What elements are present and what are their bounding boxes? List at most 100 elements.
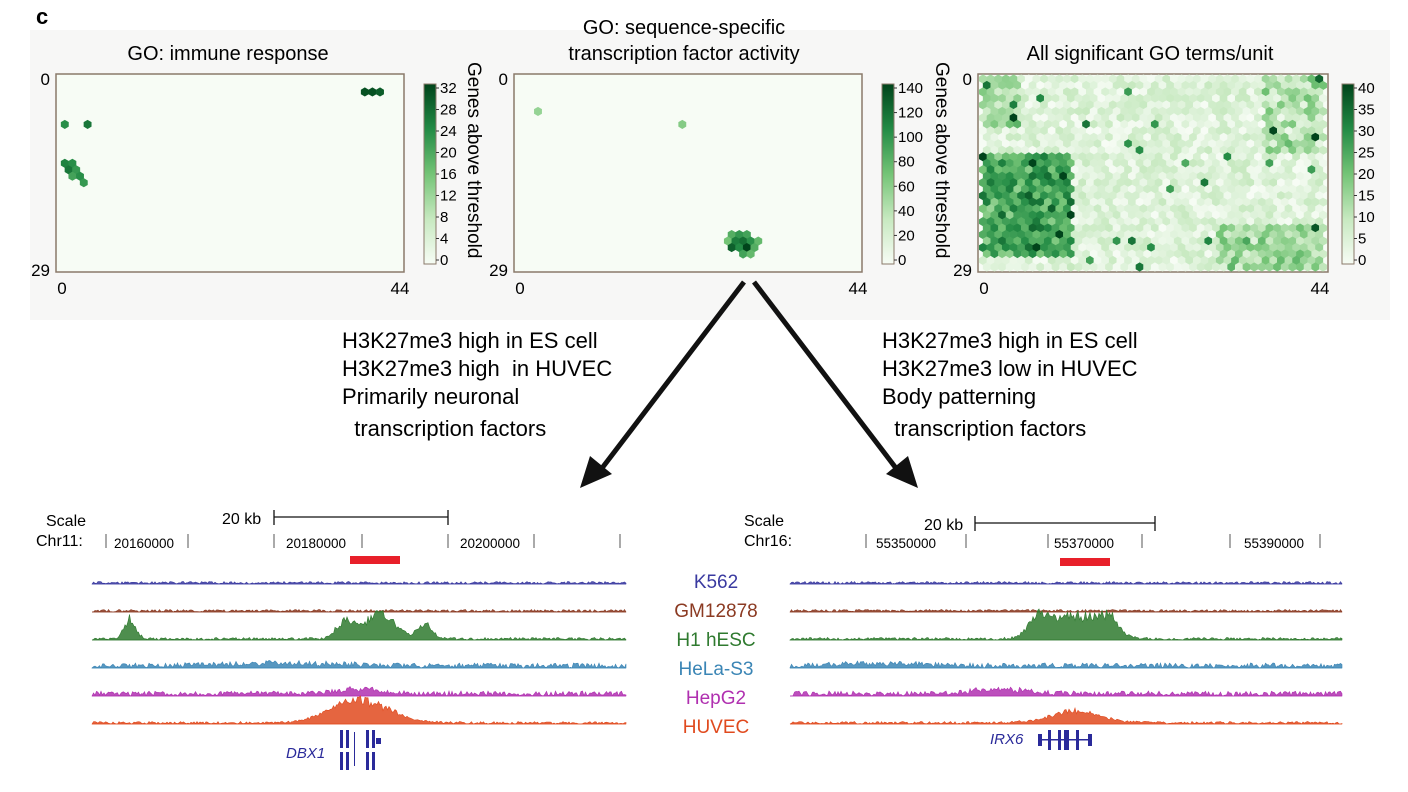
- heatmap-cell: [1139, 165, 1148, 175]
- heatmap-cell: [998, 80, 1007, 91]
- heatmap-cell: [1273, 106, 1282, 116]
- heatmap-cell: [1001, 178, 1010, 188]
- heatmap-cell: [1277, 178, 1285, 188]
- heatmap-cell: [1150, 158, 1159, 168]
- heatmap-cell: [994, 191, 1003, 201]
- heatmap-cell: [990, 184, 999, 194]
- heatmap-cell: [1215, 139, 1224, 149]
- heatmap-cell: [1055, 113, 1064, 123]
- heatmap-cell: [1024, 178, 1033, 188]
- heatmap-cell: [1162, 113, 1171, 123]
- heatmap-cell: [1177, 87, 1186, 97]
- heatmap-cell: [1254, 113, 1263, 123]
- heatmap-cell: [1036, 171, 1045, 181]
- heatmap-cell: [1154, 152, 1163, 162]
- heatmap-cell: [1158, 158, 1167, 168]
- heatmap-cell: [1238, 242, 1247, 253]
- heatmap-cell: [1028, 236, 1037, 246]
- heatmap-cell: [1063, 204, 1072, 214]
- heatmap-cell: [1173, 262, 1182, 272]
- heatmap-cell: [979, 87, 987, 97]
- heatmap-cell: [1192, 74, 1201, 84]
- heatmap-cell: [1097, 106, 1106, 116]
- heatmap-cell: [1273, 236, 1282, 246]
- colorbar-tick-label: 30: [1358, 123, 1375, 140]
- heatmap-cell: [986, 242, 995, 253]
- heatmap-cell: [1063, 217, 1072, 227]
- colorbar-tick-label: 15: [1358, 188, 1375, 205]
- heatmap-cell: [1135, 197, 1144, 207]
- heatmap-cell: [1139, 152, 1148, 162]
- right-arrow-head: [886, 456, 918, 488]
- colorbar-tick-label: 40: [898, 203, 915, 220]
- heatmap-cell: [1189, 106, 1198, 116]
- heatmap-cell: [1120, 184, 1129, 194]
- heatmap-cell: [1101, 230, 1110, 240]
- heatmap-cell: [1303, 236, 1312, 246]
- heatmap-cell: [1246, 217, 1255, 227]
- heatmap-cell: [1181, 262, 1190, 272]
- heatmap-cell: [1315, 139, 1324, 149]
- heatmap-cell: [1315, 152, 1324, 162]
- heatmap-cell: [1261, 217, 1270, 227]
- heatmap-cell: [1208, 139, 1217, 149]
- heatmap-cell: [1269, 100, 1278, 110]
- heatmap-cell: [1254, 191, 1263, 201]
- heatmap-cell: [1196, 210, 1205, 220]
- heatmap-cell: [1246, 204, 1255, 214]
- heatmap-cell: [1311, 106, 1320, 116]
- heatmap-cell: [1047, 230, 1056, 240]
- heatmap-cell: [1196, 223, 1205, 233]
- heatmap-plot-area: [513, 73, 863, 273]
- colorbar-tick-label: 40: [1358, 80, 1375, 97]
- heatmap-cell: [1135, 210, 1144, 220]
- heatmap-cell: [1074, 262, 1083, 272]
- heatmap-cell: [1185, 217, 1194, 227]
- heatmap-cell: [1078, 191, 1087, 201]
- heatmap-cell: [1303, 119, 1312, 129]
- heatmap-cell: [1173, 184, 1182, 194]
- heatmap-cell: [979, 126, 987, 136]
- heatmap-cell: [1021, 119, 1029, 129]
- heatmap-cell: [1005, 171, 1014, 181]
- heatmap-cell: [1246, 152, 1255, 162]
- heatmap-cell: [1231, 178, 1240, 188]
- heatmap-cell: [982, 249, 991, 259]
- position-label: 20200000: [460, 536, 520, 551]
- heatmap-cell: [1170, 126, 1178, 136]
- heatmap-cell: [1086, 113, 1094, 123]
- heatmap-cell: [1166, 145, 1175, 155]
- heatmap-cell: [1059, 145, 1068, 155]
- colorbar-tick-label: 28: [440, 102, 457, 119]
- heatmap-cell: [1059, 158, 1068, 168]
- heatmap-cell: [1208, 113, 1217, 123]
- heatmap-cell: [1269, 152, 1278, 162]
- heatmap-cell: [1299, 126, 1308, 136]
- heatmap-cell: [1319, 158, 1327, 168]
- heatmap-cell: [1131, 191, 1140, 201]
- heatmap-cell: [1280, 197, 1289, 207]
- heatmap-cell: [1074, 197, 1083, 207]
- heatmap-cell: [1040, 165, 1049, 175]
- heatmap-cell: [994, 242, 1003, 253]
- colorbar-tick-label: 80: [898, 154, 915, 171]
- heatmap-cell: [1311, 145, 1320, 155]
- heatmap-cell: [1261, 230, 1270, 240]
- heatmap-cell: [1017, 126, 1026, 136]
- heatmap-cell: [1108, 113, 1117, 123]
- heatmap-cell: [1204, 197, 1213, 207]
- heatmap-cell: [998, 197, 1007, 207]
- heatmap-cell: [998, 171, 1007, 181]
- heatmap-cell: [1124, 87, 1133, 97]
- heatmap-cell: [1254, 152, 1263, 162]
- heatmap-cell: [1009, 230, 1018, 240]
- heatmap-cell: [1311, 249, 1320, 259]
- left-annotation-line-3: Primarily neuronal: [342, 384, 519, 409]
- heatmap-cell: [1128, 236, 1136, 246]
- heatmap-cell: [1257, 184, 1266, 194]
- heatmap-cell: [1116, 217, 1125, 227]
- heatmap-cell: [1273, 262, 1282, 272]
- y-axis-max-label: 29: [953, 261, 972, 280]
- heatmap-cell: [1040, 255, 1049, 266]
- heatmap-cell: [1250, 80, 1259, 91]
